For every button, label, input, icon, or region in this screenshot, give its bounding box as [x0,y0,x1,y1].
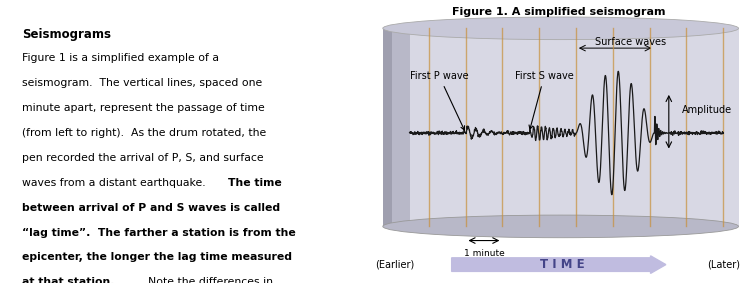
FancyArrow shape [452,256,666,273]
Text: Figure 1. A simplified seismogram: Figure 1. A simplified seismogram [452,7,665,17]
Text: Figure 1 is a simplified example of a: Figure 1 is a simplified example of a [22,53,219,63]
Text: epicenter, the longer the lag time measured: epicenter, the longer the lag time measu… [22,252,292,262]
Text: pen recorded the arrival of P, S, and surface: pen recorded the arrival of P, S, and su… [22,153,264,163]
Ellipse shape [382,17,739,40]
Polygon shape [382,28,410,226]
Text: between arrival of P and S waves is called: between arrival of P and S waves is call… [22,203,280,213]
Text: at that station.: at that station. [22,277,115,283]
Text: 1 minute: 1 minute [464,249,504,258]
Text: T I M E: T I M E [540,258,585,271]
Text: The time: The time [228,178,282,188]
Text: Note the differences in: Note the differences in [141,277,273,283]
Ellipse shape [382,215,739,238]
Text: (from left to right).  As the drum rotated, the: (from left to right). As the drum rotate… [22,128,266,138]
Text: First S wave: First S wave [514,71,574,129]
Text: Amplitude: Amplitude [682,105,732,115]
Polygon shape [382,28,392,226]
Text: minute apart, represent the passage of time: minute apart, represent the passage of t… [22,103,265,113]
Text: (Later): (Later) [706,260,740,270]
Text: (Earlier): (Earlier) [375,260,414,270]
Text: waves from a distant earthquake.: waves from a distant earthquake. [22,178,213,188]
Text: First P wave: First P wave [410,71,469,130]
Text: seismogram.  The vertical lines, spaced one: seismogram. The vertical lines, spaced o… [22,78,262,88]
Text: “lag time”.  The farther a station is from the: “lag time”. The farther a station is fro… [22,228,296,237]
Polygon shape [410,28,739,226]
Text: Surface waves: Surface waves [595,37,666,47]
Text: Seismograms: Seismograms [22,28,111,41]
